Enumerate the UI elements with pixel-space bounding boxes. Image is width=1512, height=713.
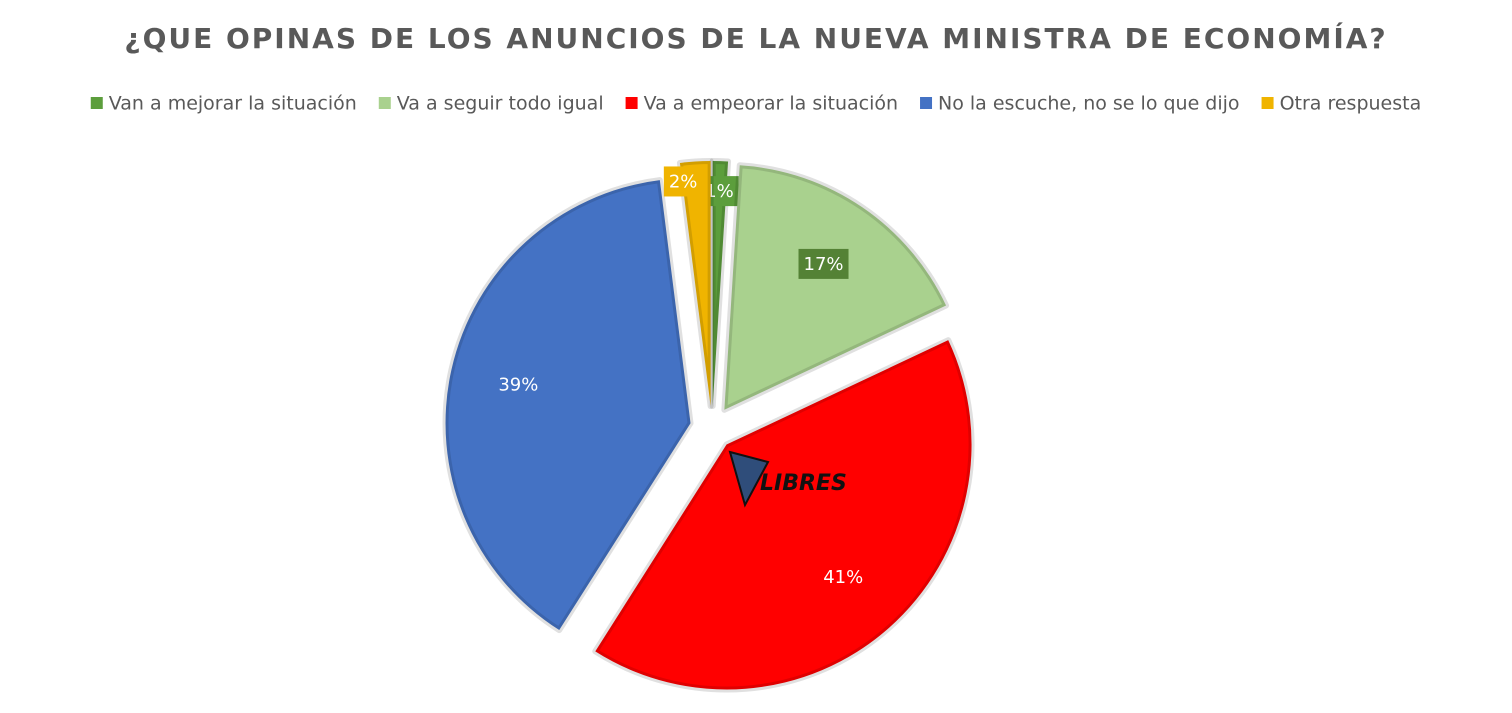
legend-swatch — [378, 97, 391, 109]
legend-label: Va a empeorar la situación — [644, 93, 898, 115]
watermark: LIBRES — [728, 450, 847, 508]
legend-swatch — [1261, 97, 1274, 109]
data-label: 41% — [823, 567, 863, 588]
legend-swatch — [920, 97, 933, 109]
legend: Van a mejorar la situación Va a seguir to… — [90, 93, 1422, 115]
data-label-box — [798, 248, 849, 279]
data-label: 2% — [669, 171, 698, 192]
data-label-group: 2% — [663, 166, 703, 197]
legend-label: Van a mejorar la situación — [109, 93, 357, 115]
pie-slice — [721, 162, 950, 413]
chart-title: ¿QUE OPINAS DE LOS ANUNCIOS DE LA NUEVA … — [124, 21, 1387, 55]
pie: 1% 17% 41% 39% 2% LIBRES — [442, 158, 975, 693]
data-label-box — [663, 166, 703, 197]
watermark-text: LIBRES — [760, 471, 847, 496]
pie-slice — [709, 158, 732, 410]
data-label: 1% — [705, 181, 734, 202]
watermark-icon — [728, 450, 770, 508]
legend-item: Otra respuesta — [1261, 93, 1422, 115]
legend-item: No la escuche, no se lo que dijo — [920, 93, 1240, 115]
legend-swatch — [90, 97, 103, 109]
pie-slice — [676, 158, 714, 410]
data-label-group: 39% — [498, 375, 538, 396]
legend-label: Otra respuesta — [1280, 93, 1422, 115]
pie-slice — [592, 337, 975, 693]
legend-item: Va a empeorar la situación — [625, 93, 898, 115]
legend-swatch — [625, 97, 638, 109]
legend-label: No la escuche, no se lo que dijo — [938, 93, 1240, 115]
legend-label: Va a seguir todo igual — [397, 93, 604, 115]
data-label: 17% — [804, 254, 844, 275]
data-label: 39% — [498, 375, 538, 396]
legend-item: Va a seguir todo igual — [378, 93, 604, 115]
legend-item: Van a mejorar la situación — [90, 93, 357, 115]
pie-slice — [442, 177, 694, 634]
data-label-group: 17% — [798, 248, 849, 279]
data-label-group: 41% — [823, 567, 863, 588]
